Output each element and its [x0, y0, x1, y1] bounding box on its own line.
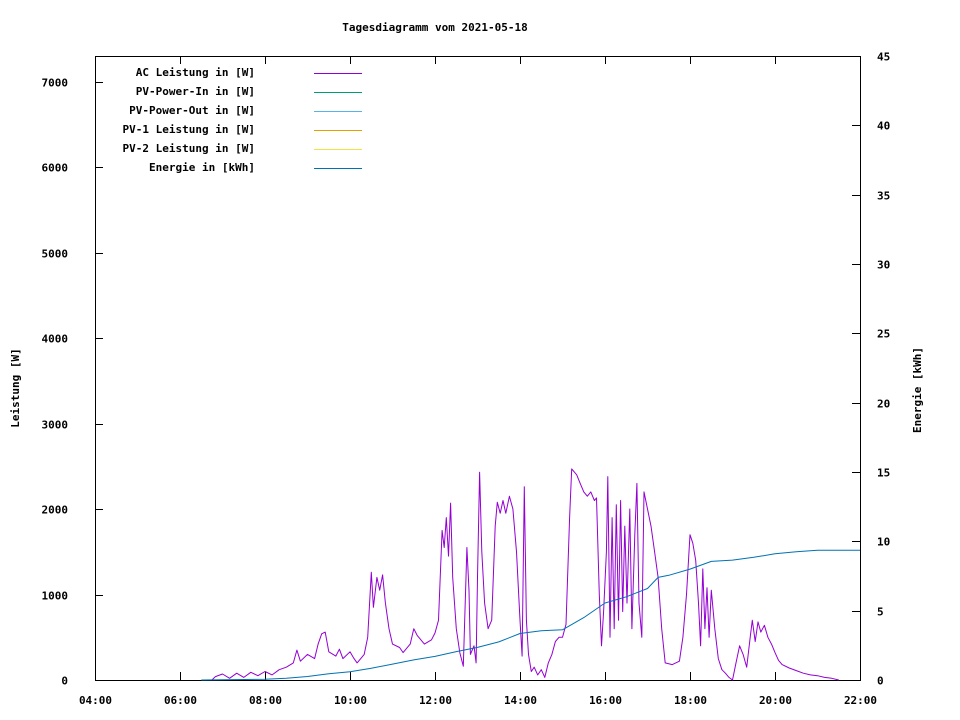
x-tick-label: 22:00 — [844, 694, 877, 707]
x-tick-label: 20:00 — [759, 694, 792, 707]
y2-tick-label: 25 — [877, 328, 890, 341]
y-tick-label: 5000 — [42, 248, 69, 261]
x-tick-label: 18:00 — [674, 694, 707, 707]
y2-tick-label: 0 — [877, 675, 884, 688]
axis-ticks: 04:00 06:00 08:00 10:00 12:00 14:00 16:00 18:00… — [42, 51, 891, 708]
y-tick-label: 6000 — [42, 162, 69, 175]
series-line — [211, 468, 839, 681]
legend-label: PV-2 Leistung in [W] — [123, 142, 255, 155]
y2-tick-label: 40 — [877, 120, 890, 133]
y2-tick-label: 30 — [877, 259, 890, 272]
chart-title: Tagesdiagramm vom 2021-05-18 — [342, 21, 527, 34]
y2-tick-label: 10 — [877, 536, 890, 549]
legend-label: Energie in [kWh] — [149, 161, 255, 174]
y2-axis-label: Energie [kWh] — [911, 347, 924, 433]
x-tick-label: 08:00 — [249, 694, 282, 707]
x-tick-label: 04:00 — [79, 694, 112, 707]
y-axis-label: Leistung [W] — [9, 348, 22, 427]
y2-tick-label: 35 — [877, 190, 890, 203]
legend-label: PV-Power-Out in [W] — [129, 104, 255, 117]
y2-tick-label: 5 — [877, 606, 884, 619]
y2-tick-label: 20 — [877, 398, 890, 411]
legend-label: AC Leistung in [W] — [136, 66, 255, 79]
series-layer — [201, 468, 860, 681]
x-tick-label: 10:00 — [334, 694, 367, 707]
y-tick-label: 1000 — [42, 590, 69, 603]
y-tick-label: 2000 — [42, 504, 69, 517]
legend-label: PV-1 Leistung in [W] — [123, 123, 255, 136]
x-tick-label: 06:00 — [164, 694, 197, 707]
legend: AC Leistung in [W] PV-Power-In in [W] PV-P… — [123, 66, 362, 174]
y-tick-label: 0 — [61, 675, 68, 688]
y-tick-label: 3000 — [42, 419, 69, 432]
legend-label: PV-Power-In in [W] — [136, 85, 255, 98]
x-tick-label: 16:00 — [589, 694, 622, 707]
y2-tick-label: 45 — [877, 51, 890, 64]
y2-tick-label: 15 — [877, 467, 890, 480]
series-line — [201, 549, 860, 681]
x-tick-label: 14:00 — [504, 694, 537, 707]
plot-frame — [95, 56, 861, 681]
x-tick-label: 12:00 — [419, 694, 452, 707]
y-tick-label: 7000 — [42, 77, 69, 90]
y-tick-label: 4000 — [42, 333, 69, 346]
